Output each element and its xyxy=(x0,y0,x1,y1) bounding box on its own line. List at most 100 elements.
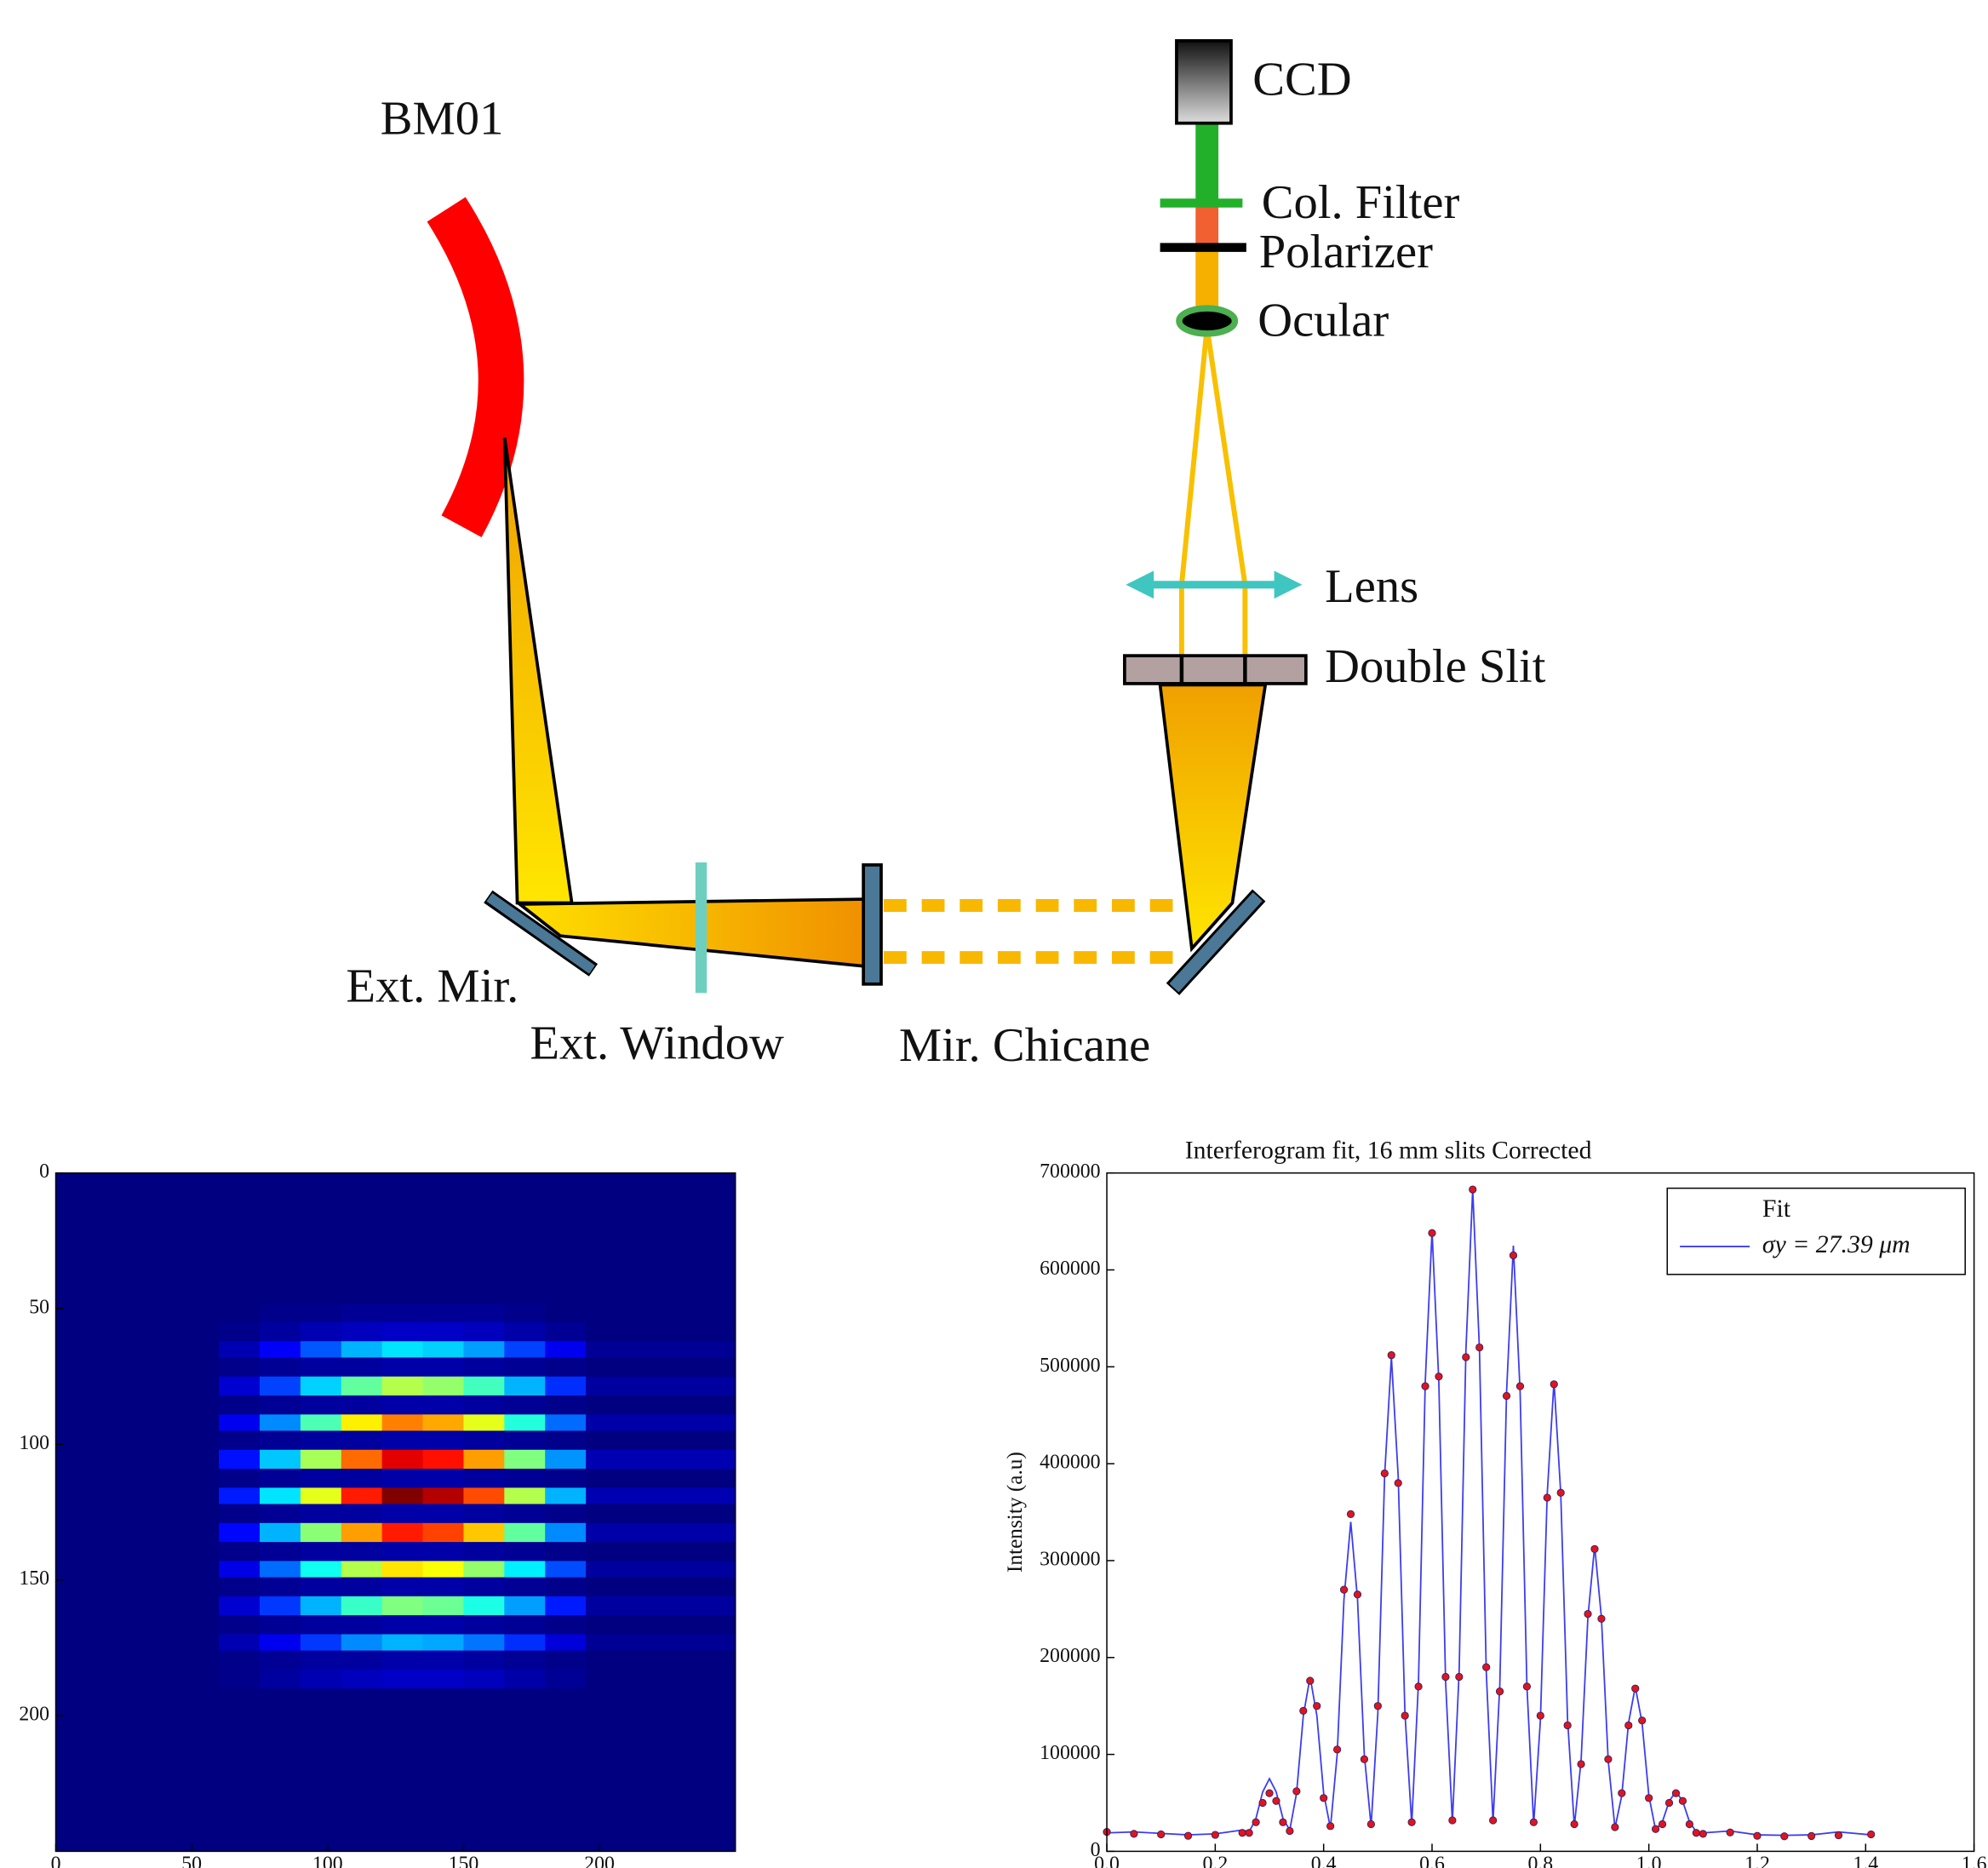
y-tick-label: 600000 xyxy=(1040,1258,1100,1280)
heat-cell xyxy=(504,1504,546,1524)
heat-cell xyxy=(341,1469,383,1488)
heat-cell xyxy=(545,1522,587,1543)
x-tick-label: 0 xyxy=(51,1853,61,1868)
heat-cell xyxy=(586,1487,736,1505)
data-point xyxy=(1563,1721,1572,1730)
heat-cell xyxy=(341,1561,383,1579)
heat-cell xyxy=(259,1669,301,1689)
lens-arrow xyxy=(1274,570,1303,599)
heat-cell xyxy=(463,1341,505,1359)
data-point xyxy=(1867,1830,1876,1839)
heat-cell xyxy=(55,1561,220,1579)
heat-cell xyxy=(545,1615,587,1636)
heat-cell xyxy=(55,1341,220,1359)
heat-cell xyxy=(463,1504,505,1524)
heat-cell xyxy=(55,1615,220,1636)
x-tick-label: 100 xyxy=(312,1853,343,1868)
heat-cell xyxy=(219,1303,261,1323)
data-point xyxy=(1638,1716,1647,1725)
heat-cell xyxy=(219,1615,261,1636)
heat-cell xyxy=(259,1321,301,1342)
data-point xyxy=(1286,1826,1294,1836)
heat-cell xyxy=(300,1449,342,1470)
ocular xyxy=(1176,305,1239,337)
heat-cell xyxy=(504,1688,546,1853)
node-label: Col. Filter xyxy=(1262,176,1460,229)
lens-arrow xyxy=(1126,570,1154,599)
heat-cell xyxy=(300,1688,342,1853)
data-point xyxy=(1299,1706,1308,1715)
data-point xyxy=(1320,1794,1328,1802)
heat-cell xyxy=(381,1430,424,1451)
data-point xyxy=(1183,1831,1193,1840)
heat-cell xyxy=(300,1561,342,1579)
heat-cell xyxy=(300,1469,342,1488)
data-point xyxy=(1618,1789,1626,1797)
heat-cell xyxy=(504,1357,546,1378)
heat-cell xyxy=(586,1172,736,1304)
heat-cell xyxy=(463,1561,505,1579)
beam xyxy=(1195,206,1219,248)
heat-cell xyxy=(219,1688,261,1853)
heat-cell xyxy=(55,1395,220,1415)
chicane-mirror xyxy=(1169,892,1263,993)
heat-cell xyxy=(586,1577,736,1597)
data-point xyxy=(1529,1818,1538,1826)
heat-cell xyxy=(219,1577,261,1597)
heat-cell xyxy=(504,1669,546,1689)
heat-cell xyxy=(422,1634,465,1652)
heat-cell xyxy=(463,1650,505,1670)
heat-cell xyxy=(259,1577,301,1597)
data-point xyxy=(1658,1819,1667,1829)
heat-cell xyxy=(219,1414,261,1432)
heat-cell xyxy=(381,1596,424,1616)
heat-cell xyxy=(341,1615,383,1636)
heat-cell xyxy=(381,1357,424,1378)
heat-cell xyxy=(586,1449,736,1470)
heat-cell xyxy=(545,1414,587,1432)
legend-label: Fit xyxy=(1762,1195,1791,1223)
heat-cell xyxy=(586,1504,736,1524)
heat-cell xyxy=(586,1395,736,1415)
heat-cell xyxy=(55,1577,220,1597)
heat-cell xyxy=(422,1504,465,1524)
heat-cell xyxy=(545,1395,587,1415)
heat-cell xyxy=(259,1341,301,1359)
heat-cell xyxy=(586,1542,736,1562)
data-point xyxy=(1157,1830,1166,1839)
data-point xyxy=(1313,1702,1321,1710)
heat-cell xyxy=(259,1487,301,1505)
heat-cell xyxy=(219,1341,261,1359)
heat-cell xyxy=(381,1395,424,1415)
heat-cell xyxy=(300,1303,342,1323)
beam xyxy=(502,437,574,905)
heat-cell xyxy=(545,1577,587,1597)
data-point xyxy=(1611,1823,1619,1831)
double-slit xyxy=(1123,654,1308,685)
data-point xyxy=(1462,1353,1470,1361)
heat-cell xyxy=(504,1414,546,1432)
data-point xyxy=(1631,1684,1640,1693)
heat-cell xyxy=(504,1634,546,1652)
heat-cell xyxy=(504,1561,546,1579)
data-point xyxy=(1834,1831,1843,1840)
data-point xyxy=(1597,1614,1606,1623)
heat-cell xyxy=(545,1357,587,1378)
heat-cell xyxy=(300,1504,342,1524)
heat-cell xyxy=(586,1376,736,1396)
heat-cell xyxy=(463,1487,505,1505)
heat-cell xyxy=(341,1395,383,1415)
data-point xyxy=(1401,1711,1409,1720)
heat-cell xyxy=(300,1357,342,1378)
data-point xyxy=(1495,1687,1504,1696)
heat-cell xyxy=(586,1357,736,1378)
heat-cell xyxy=(422,1414,465,1432)
heat-cell xyxy=(300,1321,342,1342)
chicane-mirror xyxy=(862,862,883,986)
data-point xyxy=(1536,1711,1544,1720)
heat-cell xyxy=(219,1487,261,1505)
data-point xyxy=(1326,1822,1335,1831)
heat-cell xyxy=(219,1522,261,1543)
y-tick-label: 100000 xyxy=(1040,1742,1100,1764)
heat-cell xyxy=(381,1634,424,1652)
